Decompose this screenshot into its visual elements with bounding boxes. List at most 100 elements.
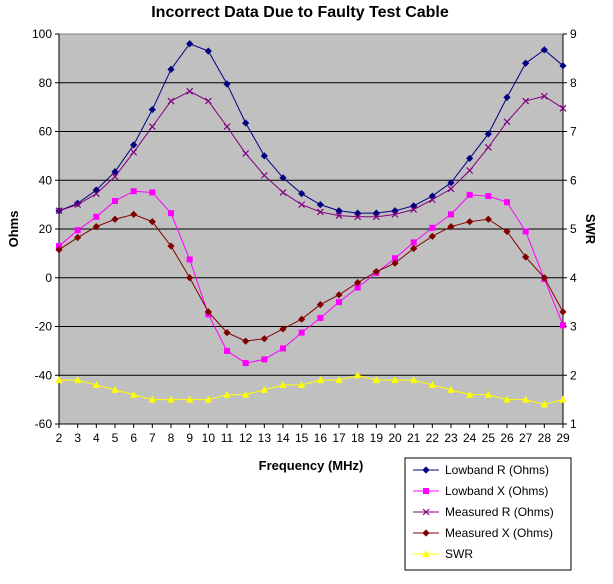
- data-point: [130, 210, 138, 218]
- data-point: [503, 118, 511, 126]
- data-point: [559, 395, 567, 403]
- y2-tick-label: 4: [570, 271, 577, 285]
- data-point: [148, 218, 156, 226]
- data-point: [447, 185, 455, 193]
- y-axis-title: Ohms: [6, 211, 21, 248]
- data-point: [410, 244, 418, 253]
- data-point: [167, 97, 175, 105]
- data-point: [540, 92, 548, 100]
- y2-axis-title: SWR: [583, 214, 598, 245]
- legend-item: Measured X (Ohms): [413, 526, 553, 540]
- data-point: [167, 395, 175, 403]
- y2-tick-label: 5: [570, 222, 577, 236]
- data-point: [372, 213, 380, 221]
- legend-label: Lowband X (Ohms): [445, 484, 548, 498]
- data-point: [55, 207, 63, 215]
- data-point: [55, 376, 63, 384]
- x-tick-label: 22: [426, 431, 440, 445]
- data-point: [130, 390, 138, 398]
- legend-label: Lowband R (Ohms): [445, 463, 549, 477]
- data-point: [522, 395, 530, 403]
- data-point: [223, 390, 231, 398]
- x-tick-label: 29: [556, 431, 570, 445]
- data-point: [522, 59, 530, 67]
- x-tick-label: 23: [444, 431, 458, 445]
- data-point: [167, 242, 175, 250]
- series-line: [58, 190, 564, 364]
- x-tick-label: 28: [538, 431, 552, 445]
- y2-tick-label: 9: [570, 27, 577, 41]
- data-point: [559, 104, 567, 112]
- data-point: [223, 80, 231, 88]
- data-point: [429, 224, 436, 231]
- x-tick-label: 8: [168, 431, 175, 445]
- data-point: [335, 207, 343, 215]
- data-point: [484, 390, 492, 398]
- data-point: [112, 197, 118, 204]
- data-point: [540, 274, 548, 282]
- data-point: [204, 308, 212, 316]
- data-point: [93, 213, 100, 220]
- x-tick-label: 11: [221, 431, 234, 445]
- data-point: [559, 308, 567, 316]
- data-point: [540, 400, 548, 408]
- data-point: [280, 345, 286, 352]
- data-point: [242, 360, 249, 367]
- y2-tick-label: 2: [570, 368, 577, 382]
- legend-item: SWR: [413, 547, 473, 561]
- x-tick-label: 3: [74, 431, 81, 445]
- data-point: [111, 385, 119, 393]
- data-point: [74, 201, 82, 209]
- data-point: [335, 291, 343, 299]
- data-point: [503, 93, 511, 101]
- y2-tick-label: 7: [570, 125, 577, 139]
- data-point: [224, 347, 230, 354]
- data-point: [111, 173, 119, 181]
- data-point: [428, 196, 436, 204]
- x-tick-label: 7: [149, 431, 156, 445]
- x-axis-title: Frequency (MHz): [259, 458, 364, 473]
- y2-tick-label: 3: [570, 320, 577, 334]
- x-tick-label: 21: [407, 431, 421, 445]
- x-tick-label: 4: [93, 431, 100, 445]
- data-point: [372, 268, 380, 276]
- data-point: [130, 188, 137, 195]
- x-tick-label: 24: [463, 431, 477, 445]
- data-point: [279, 381, 287, 388]
- y-tick-label: -40: [35, 368, 53, 382]
- data-point: [260, 385, 268, 393]
- y-tick-label: 20: [39, 222, 53, 236]
- data-point: [466, 218, 474, 226]
- x-tick-label: 25: [482, 431, 496, 445]
- data-point: [111, 215, 119, 223]
- x-tick-label: 2: [56, 431, 63, 445]
- data-point: [92, 381, 100, 388]
- y-tick-label: 60: [39, 125, 53, 139]
- data-point: [223, 123, 231, 131]
- data-point: [279, 325, 287, 333]
- data-point: [447, 222, 455, 231]
- data-point: [74, 233, 82, 242]
- series-line: [58, 43, 564, 214]
- data-point: [148, 105, 156, 114]
- data-point: [466, 154, 474, 162]
- data-point: [428, 381, 436, 388]
- data-point: [204, 47, 212, 55]
- series-3: [55, 87, 567, 221]
- data-point: [372, 376, 380, 384]
- legend-marker: [422, 508, 430, 516]
- data-point: [186, 395, 194, 403]
- data-point: [466, 390, 474, 398]
- legend-label: Measured X (Ohms): [445, 526, 553, 540]
- x-tick-label: 9: [186, 431, 193, 445]
- data-point: [92, 222, 100, 231]
- data-point: [466, 167, 474, 174]
- data-point: [316, 201, 324, 209]
- data-point: [335, 212, 343, 220]
- data-point: [242, 150, 250, 157]
- x-tick-label: 18: [351, 431, 365, 445]
- data-point: [391, 376, 399, 384]
- legend-marker: [422, 466, 430, 474]
- data-point: [149, 189, 156, 196]
